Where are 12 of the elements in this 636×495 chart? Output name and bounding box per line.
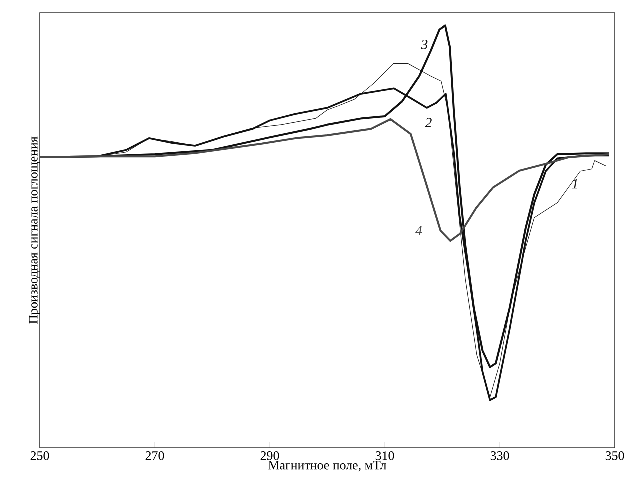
series-label: 4: [415, 226, 422, 236]
series-label: 3: [421, 40, 428, 50]
x-tick-label: 350: [606, 452, 624, 460]
x-tick-label: 310: [376, 452, 394, 460]
x-tick-label: 330: [490, 452, 510, 460]
y-axis-title: Производная сигнала поглощения: [29, 136, 40, 324]
series-label: 1: [572, 179, 578, 189]
x-tick-label: 290: [260, 452, 280, 460]
x-tick-label: 270: [146, 452, 164, 460]
x-tick-label: 250: [30, 452, 50, 460]
x-axis-title: Магнитное поле, мТл: [268, 461, 386, 472]
series-label: 2: [425, 118, 432, 128]
